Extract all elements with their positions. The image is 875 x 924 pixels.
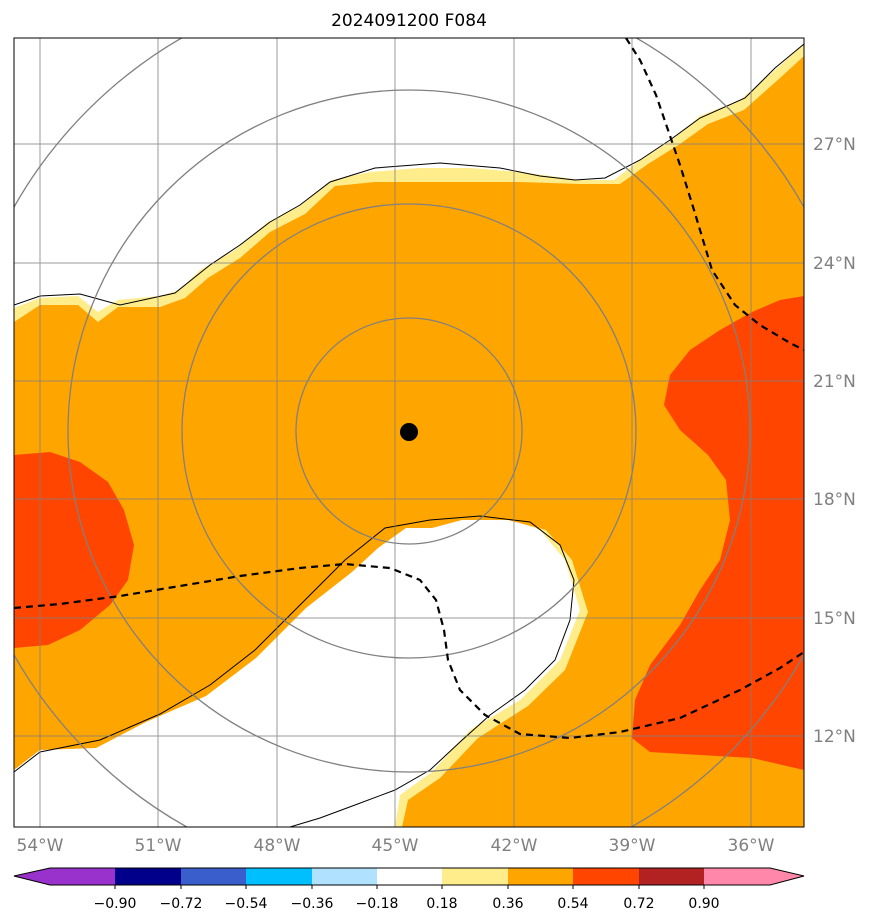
colorbar-tick-label: −0.18 [356, 896, 399, 912]
map-title: 2024091200 F084 [331, 11, 487, 31]
dashed-line-south [14, 562, 804, 740]
colorbar-segment [639, 868, 704, 885]
colorbar-ticks [114, 885, 705, 889]
range-ring-1 [295, 317, 523, 545]
lon-label: 54°W [17, 836, 64, 856]
colorbar-segment [312, 868, 377, 885]
colorbar-tick-label: −0.90 [94, 896, 137, 912]
lat-labels: 27°N 24°N 21°N 18°N 15°N 12°N [813, 135, 856, 747]
lon-label: 45°W [372, 836, 419, 856]
lat-label: 24°N [813, 254, 856, 274]
colorbar-tick-label: 0.18 [426, 896, 457, 912]
lat-label: 27°N [813, 135, 856, 155]
colorbar-segment [246, 868, 312, 885]
storm-center-dot [400, 423, 418, 441]
map-frame [13, 37, 805, 828]
lon-label: 36°W [728, 836, 775, 856]
colorbar-frame [13, 867, 805, 886]
colorbar-segment [14, 868, 115, 885]
colorbar-segment [704, 868, 804, 885]
contour-north [14, 43, 804, 306]
colorbar-tick-labels: −0.90 −0.72 −0.54 −0.36 −0.18 0.18 0.36 … [94, 896, 720, 912]
colorbar-tick-label: 0.36 [492, 896, 523, 912]
colorbar-tick-label: 0.90 [688, 896, 719, 912]
lat-label: 12°N [813, 727, 856, 747]
lon-label: 51°W [135, 836, 182, 856]
colorbar-tick-label: −0.72 [160, 896, 203, 912]
colorbar-segment [181, 868, 246, 885]
colorbar-segment [508, 868, 573, 885]
dashed-line-north-east [625, 38, 804, 351]
range-rings [14, 38, 804, 827]
lon-labels: 54°W 51°W 48°W 45°W 42°W 39°W 36°W [17, 836, 775, 856]
lon-label: 39°W [609, 836, 656, 856]
colorbar-tick-label: 0.54 [557, 896, 588, 912]
lat-label: 21°N [813, 372, 856, 392]
colorbar-segment [573, 868, 639, 885]
colorbar-segment [377, 868, 442, 885]
colorbar: −0.90 −0.72 −0.54 −0.36 −0.18 0.18 0.36 … [13, 867, 805, 912]
lon-label: 42°W [491, 836, 538, 856]
anomaly-fill-orange-core [14, 56, 804, 827]
map-area [14, 38, 804, 827]
lat-label: 15°N [813, 609, 856, 629]
colorbar-tick-label: 0.72 [623, 896, 654, 912]
colorbar-segment [442, 868, 508, 885]
contour-south [14, 515, 575, 827]
colorbar-tick-label: −0.54 [225, 896, 268, 912]
colorbar-segment [115, 868, 181, 885]
gridlines [14, 38, 804, 827]
anomaly-fill-red-east [632, 296, 804, 770]
range-ring-2 [181, 203, 637, 659]
range-ring-3 [67, 89, 751, 773]
lon-label: 48°W [254, 836, 301, 856]
lat-label: 18°N [813, 490, 856, 510]
colorbar-segments [14, 868, 804, 885]
colorbar-tick-label: −0.36 [291, 896, 334, 912]
